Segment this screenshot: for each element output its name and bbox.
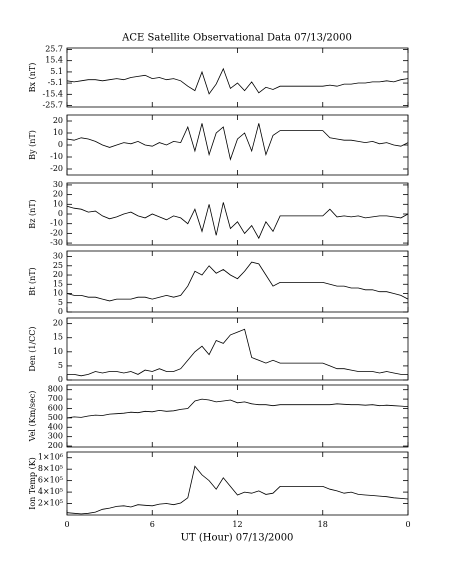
data-line bbox=[66, 261, 409, 302]
data-line bbox=[66, 398, 409, 419]
data-line bbox=[66, 465, 409, 515]
y-tick-label: -20 bbox=[50, 228, 63, 237]
y-tick-label: 15.4 bbox=[45, 56, 63, 65]
y-tick-label: 800 bbox=[48, 385, 63, 394]
y-tick-label: 15 bbox=[53, 279, 63, 288]
y-tick-label: 20 bbox=[53, 190, 63, 199]
panel-frame bbox=[66, 114, 409, 176]
y-axis-label: Den (1/CC) bbox=[28, 326, 37, 371]
panel-frame bbox=[66, 451, 409, 516]
panel-frame bbox=[66, 384, 409, 448]
y-tick-label: 600 bbox=[48, 403, 63, 412]
data-line bbox=[66, 123, 409, 161]
y-tick-label: 0 bbox=[58, 209, 63, 218]
y-tick-label: 5.1 bbox=[50, 67, 63, 76]
y-tick-label: 5 bbox=[58, 361, 63, 370]
x-tick-label: 0 bbox=[64, 520, 69, 529]
x-tick-label: 6 bbox=[150, 520, 155, 529]
y-tick-label: 0 bbox=[58, 140, 63, 149]
y-tick-label: 20 bbox=[53, 319, 63, 328]
data-line bbox=[66, 67, 409, 95]
y-tick-label: 10 bbox=[53, 347, 63, 356]
panel-frame bbox=[66, 317, 409, 381]
panel-frame bbox=[66, 250, 409, 313]
y-axis-label: Bt (nT) bbox=[28, 267, 37, 295]
y-axis-label: By (nT) bbox=[28, 130, 37, 160]
y-tick-label: 6×10⁵ bbox=[38, 476, 63, 485]
y-tick-label: 700 bbox=[48, 394, 63, 403]
y-tick-label: 200 bbox=[48, 441, 63, 450]
panel-frame bbox=[66, 182, 409, 246]
panel-frame bbox=[66, 47, 409, 108]
y-axis-label: Bz (nT) bbox=[28, 199, 37, 228]
y-tick-label: 15 bbox=[53, 333, 63, 342]
y-tick-label: -25.7 bbox=[42, 101, 63, 110]
x-axis-label: UT (Hour) 07/13/2000 bbox=[181, 533, 294, 544]
x-tick-label: 18 bbox=[318, 520, 328, 529]
y-tick-label: 400 bbox=[48, 422, 63, 431]
y-tick-label: -10 bbox=[50, 219, 63, 228]
y-tick-label: 300 bbox=[48, 432, 63, 441]
y-tick-label: 1×10⁶ bbox=[38, 453, 63, 462]
x-tick-label: 12 bbox=[232, 520, 242, 529]
chart-title: ACE Satellite Observational Data 07/13/2… bbox=[121, 33, 352, 44]
x-tick-label: 0 bbox=[405, 520, 410, 529]
y-axis-label: Vel (Km/sec) bbox=[28, 391, 37, 443]
y-tick-label: 5 bbox=[58, 298, 63, 307]
y-axis-label: Bx (nT) bbox=[28, 63, 37, 93]
y-tick-label: 0 bbox=[58, 307, 63, 316]
y-tick-label: 25.7 bbox=[45, 44, 63, 53]
y-tick-label: 8×10⁵ bbox=[38, 464, 63, 473]
y-tick-label: 30 bbox=[53, 180, 63, 189]
y-tick-label: 0 bbox=[58, 375, 63, 384]
y-tick-label: 10 bbox=[53, 289, 63, 298]
y-tick-label: -10 bbox=[50, 152, 63, 161]
y-tick-label: 20 bbox=[53, 270, 63, 279]
y-tick-label: 500 bbox=[48, 413, 63, 422]
y-tick-label: -20 bbox=[50, 164, 63, 173]
y-tick-label: 30 bbox=[53, 252, 63, 261]
y-tick-label: 10 bbox=[53, 199, 63, 208]
data-line bbox=[67, 328, 408, 377]
y-axis-label: Ion Temp (K) bbox=[28, 457, 37, 510]
y-tick-label: -30 bbox=[50, 238, 63, 247]
y-tick-label: 25 bbox=[53, 261, 63, 270]
data-line bbox=[66, 202, 409, 240]
y-tick-label: -5.1 bbox=[48, 78, 63, 87]
y-tick-label: -15.4 bbox=[42, 89, 63, 98]
y-tick-label: 20 bbox=[53, 116, 63, 125]
y-tick-label: 2×10⁵ bbox=[38, 499, 63, 508]
y-tick-label: 10 bbox=[53, 128, 63, 137]
y-tick-label: 4×10⁵ bbox=[38, 487, 63, 496]
